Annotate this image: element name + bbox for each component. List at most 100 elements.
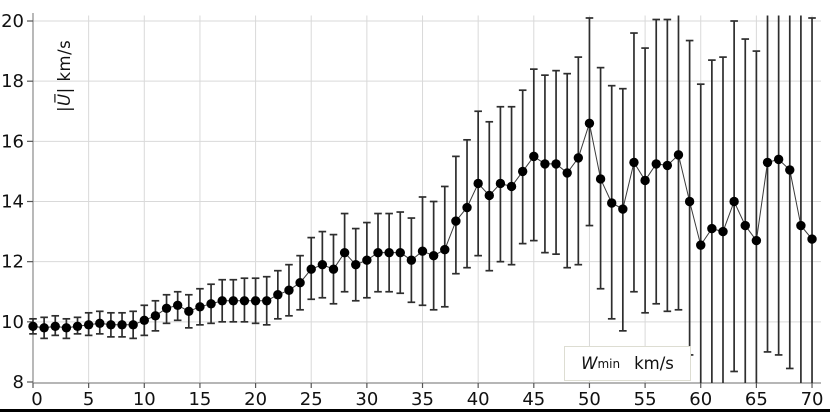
data-point xyxy=(729,196,739,207)
data-point xyxy=(595,174,606,184)
data-point xyxy=(250,296,261,306)
x-axis-variable-subscript: min xyxy=(597,356,621,371)
data-point xyxy=(95,318,105,329)
y-axis-variable: |U̅| xyxy=(55,87,74,112)
data-point xyxy=(495,178,506,189)
y-tick-label: 18 xyxy=(1,71,24,92)
x-axis-unit: km/s xyxy=(634,354,674,373)
data-point xyxy=(707,223,717,234)
data-point xyxy=(529,151,539,162)
data-point xyxy=(83,320,94,330)
x-tick-label: 65 xyxy=(745,389,768,410)
data-point xyxy=(484,190,494,201)
data-point xyxy=(440,244,450,255)
y-tick-label: 8 xyxy=(13,372,24,393)
data-point xyxy=(762,157,773,168)
data-point xyxy=(573,153,584,163)
data-point xyxy=(785,165,795,175)
x-tick-label: 5 xyxy=(83,389,94,410)
x-tick-label: 35 xyxy=(411,389,434,410)
data-point xyxy=(540,159,550,169)
data-point xyxy=(417,246,428,256)
data-point xyxy=(640,175,650,186)
data-point xyxy=(117,320,127,330)
data-point xyxy=(72,321,83,332)
data-point xyxy=(317,259,328,270)
data-point xyxy=(662,160,673,171)
data-point xyxy=(217,296,227,306)
x-tick-label: 70 xyxy=(801,389,824,410)
data-point xyxy=(562,168,572,178)
data-point xyxy=(451,216,461,226)
data-point xyxy=(473,178,483,189)
data-point xyxy=(362,255,372,265)
data-point xyxy=(384,247,394,258)
data-point xyxy=(295,278,305,288)
data-point xyxy=(629,157,639,168)
data-point xyxy=(61,323,72,333)
x-tick-label: 45 xyxy=(522,389,545,410)
data-point xyxy=(718,226,728,237)
data-point xyxy=(740,220,750,231)
data-point xyxy=(373,247,383,258)
x-tick-label: 60 xyxy=(689,389,712,410)
data-point xyxy=(150,311,161,321)
data-point xyxy=(339,247,350,258)
data-point xyxy=(39,323,49,333)
y-tick-label: 12 xyxy=(1,252,24,273)
x-tick-label: 30 xyxy=(355,389,378,410)
data-point xyxy=(128,320,138,330)
data-point xyxy=(506,181,517,192)
data-point xyxy=(684,196,695,207)
data-point xyxy=(751,235,762,246)
data-point xyxy=(195,302,205,312)
data-point xyxy=(106,320,116,330)
x-tick-label: 50 xyxy=(578,389,601,410)
y-tick-label: 16 xyxy=(1,131,24,152)
y-tick-label: 10 xyxy=(1,312,24,333)
x-tick-label: 20 xyxy=(244,389,267,410)
y-axis-title: |U̅| km/s xyxy=(55,40,74,112)
data-point xyxy=(517,166,528,177)
x-tick-label: 55 xyxy=(634,389,657,410)
x-tick-label: 25 xyxy=(300,389,323,410)
window-bottom-border xyxy=(0,409,830,412)
data-point xyxy=(28,321,38,332)
data-point xyxy=(395,247,405,258)
x-axis-variable: W xyxy=(581,354,598,373)
x-tick-label: 40 xyxy=(467,389,490,410)
data-point xyxy=(773,154,784,165)
x-tick-label: 15 xyxy=(188,389,211,410)
x-tick-label: 10 xyxy=(133,389,156,410)
data-point xyxy=(607,198,617,208)
data-point xyxy=(351,259,361,270)
y-tick-label: 14 xyxy=(1,192,24,213)
data-point xyxy=(206,299,216,309)
data-point xyxy=(807,234,817,244)
data-point xyxy=(262,296,272,306)
data-point xyxy=(551,159,561,169)
data-point xyxy=(161,303,172,313)
data-point xyxy=(406,255,417,265)
data-point xyxy=(139,315,149,326)
data-point xyxy=(796,220,806,231)
data-point xyxy=(228,296,239,306)
x-tick-label: 0 xyxy=(31,389,42,410)
y-axis-unit: km/s xyxy=(55,39,74,82)
data-point xyxy=(328,264,339,274)
data-point xyxy=(284,285,294,295)
data-point xyxy=(239,296,250,306)
data-point xyxy=(306,264,316,274)
data-point xyxy=(673,150,684,160)
data-point xyxy=(462,202,472,213)
data-point xyxy=(50,321,60,332)
data-point xyxy=(651,159,661,169)
y-tick-label: 20 xyxy=(1,11,24,32)
data-point xyxy=(696,240,706,250)
data-point xyxy=(584,118,595,128)
data-point xyxy=(184,306,194,317)
data-point xyxy=(618,204,628,214)
